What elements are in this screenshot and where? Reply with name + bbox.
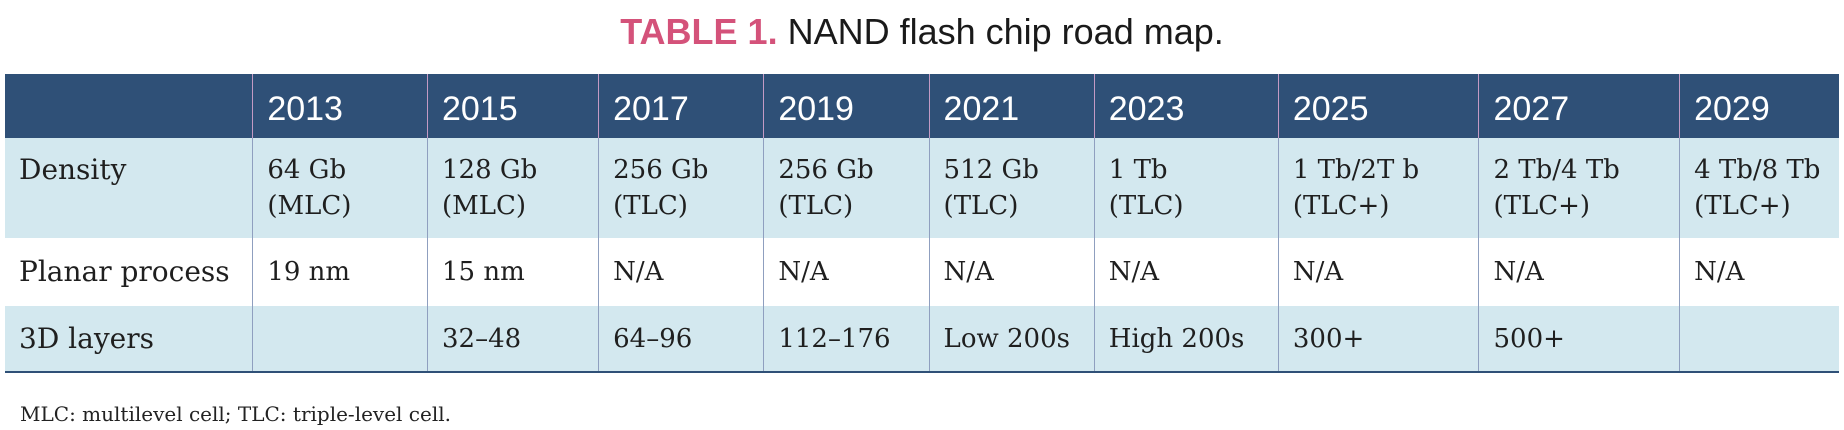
density-cell-type: (MLC) [267,191,352,221]
density-value: 64 Gb [267,155,347,185]
density-cell: 1 Tb (TLC) [1094,138,1279,238]
3d-layers-row-label: 3D layers [5,306,254,372]
density-row: Density 64 Gb (MLC) 128 Gb (MLC) 256 Gb (TL… [5,138,1839,238]
table-caption: TABLE 1. NAND flash chip road map. [0,10,1844,54]
year-header: 2019 [763,74,930,138]
year-header: 2027 [1478,74,1681,138]
3d-layers-cell: 112–176 [763,306,930,372]
planar-process-row: Planar process 19 nm 15 nm N/A N/A N/A N… [5,238,1839,306]
density-cell: 4 Tb/8 Tb (TLC+) [1680,138,1839,238]
density-value: 128 Gb [441,155,538,185]
table-footnote: MLC: multilevel cell; TLC: triple-level … [20,402,451,426]
planar-process-cell: N/A [929,238,1095,306]
planar-process-cell: 19 nm [252,238,428,306]
density-cell-type: (TLC) [943,191,1019,221]
3d-layers-cell: 32–48 [427,306,600,372]
density-value: 1 Tb/2T b [1292,155,1420,185]
density-cell-type: (TLC+) [1694,191,1791,221]
density-value: 1 Tb [1108,155,1168,185]
planar-process-row-label: Planar process [5,238,254,306]
planar-process-cell: N/A [1694,257,1745,287]
year-header: 2023 [1094,74,1279,138]
planar-process-cell: N/A [1094,238,1279,306]
header-corner [5,74,254,138]
3d-layers-row: 3D layers 32–48 64–96 112–176 Low 200s H… [5,306,1839,372]
density-value: 2 Tb/4 Tb [1493,155,1620,185]
density-cell: 128 Gb (MLC) [427,138,600,238]
density-cell: 256 Gb (TLC) [598,138,765,238]
density-cell: 64 Gb (MLC) [252,138,428,238]
year-header: 2025 [1278,74,1480,138]
year-header: 2017 [598,74,765,138]
density-value: 256 Gb [778,155,874,185]
density-cell-type: (TLC) [1108,191,1184,221]
planar-process-cell: N/A [763,238,930,306]
year-header: 2029 [1694,89,1770,128]
density-cell: 1 Tb/2T b (TLC+) [1278,138,1480,238]
density-value: 256 Gb [613,155,709,185]
density-cell-type: (TLC) [778,191,854,221]
density-value: 512 Gb [943,155,1039,185]
3d-layers-cell: 500+ [1478,306,1681,372]
year-header: 2015 [427,74,600,138]
caption-text: NAND flash chip road map. [777,11,1224,52]
density-cell-type: (MLC) [441,191,527,221]
year-header: 2013 [252,74,428,138]
density-cell-type: (TLC+) [1493,191,1591,221]
planar-process-cell: N/A [1478,238,1681,306]
year-header: 2021 [929,74,1095,138]
roadmap-table: 2013 2015 2017 2019 2021 2023 2025 2027 … [5,74,1839,373]
3d-layers-cell: 300+ [1278,306,1480,372]
density-cell: 256 Gb (TLC) [763,138,930,238]
caption-label: TABLE 1. [620,11,778,52]
3d-layers-cell: Low 200s [929,306,1095,372]
planar-process-cell: N/A [598,238,765,306]
3d-layers-cell: 64–96 [598,306,765,372]
3d-layers-cell: High 200s [1094,306,1279,372]
density-value: 4 Tb/8 Tb [1694,155,1821,185]
planar-process-cell: 15 nm [427,238,600,306]
density-row-label: Density [5,138,254,238]
planar-process-cell: N/A [1278,238,1480,306]
3d-layers-cell [1680,306,1839,372]
density-cell: 2 Tb/4 Tb (TLC+) [1478,138,1681,238]
density-cell-type: (TLC+) [1292,191,1390,221]
density-cell: 512 Gb (TLC) [929,138,1095,238]
3d-layers-cell [252,306,428,372]
density-cell-type: (TLC) [613,191,688,221]
header-row: 2013 2015 2017 2019 2021 2023 2025 2027 … [5,74,1839,138]
